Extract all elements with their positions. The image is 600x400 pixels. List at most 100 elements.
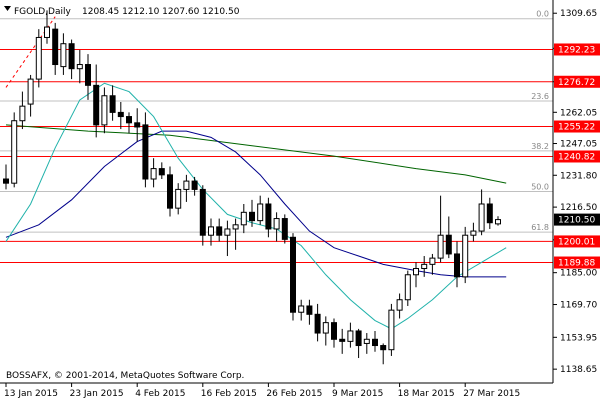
candle	[11, 112, 18, 188]
candle-body	[298, 305, 305, 313]
candle	[249, 199, 255, 227]
candle	[380, 343, 387, 365]
candle-body	[281, 218, 288, 240]
candle	[478, 189, 485, 236]
collapse-arrow-icon[interactable]	[4, 6, 11, 11]
candle-body	[470, 230, 477, 236]
candle	[93, 64, 100, 138]
candle	[27, 74, 34, 117]
candle	[404, 270, 411, 306]
candle	[257, 195, 264, 225]
fib-label: 61.8	[531, 223, 549, 232]
x-tick-label: 9 Mar 2015	[332, 389, 383, 399]
candle	[265, 197, 272, 238]
candle-body	[35, 36, 42, 80]
fib-label: 38.2	[531, 142, 549, 151]
candle	[19, 91, 26, 130]
x-tick-label: 27 Mar 2015	[463, 389, 520, 399]
candle-body	[380, 345, 387, 351]
level-badge-text: 1189.88	[558, 259, 595, 269]
candle-body	[126, 116, 132, 124]
candle-body	[372, 338, 378, 347]
candle-body	[396, 299, 403, 311]
candle-body	[495, 219, 501, 225]
level-badge-text: 1276.72	[558, 78, 595, 88]
ma-slow-line	[5, 124, 507, 184]
candle	[199, 185, 206, 246]
candle-body	[216, 226, 223, 236]
candle	[60, 33, 67, 75]
candle	[191, 176, 198, 196]
candle-body	[240, 211, 247, 226]
candle	[175, 183, 182, 215]
candle	[347, 322, 354, 348]
candle	[445, 216, 452, 259]
candle	[44, 10, 50, 44]
candle-body	[388, 309, 395, 351]
candle	[470, 222, 477, 242]
candle-body	[322, 322, 329, 334]
candle-body	[421, 263, 428, 270]
y-tick-label: 1309.65	[560, 9, 597, 19]
candle	[150, 158, 157, 188]
candle	[339, 328, 346, 354]
level-badge-box	[554, 120, 600, 133]
candle-body	[265, 203, 272, 230]
x-tick-label: 26 Feb 2015	[266, 389, 322, 399]
candle	[35, 29, 42, 88]
candle	[462, 226, 469, 284]
y-tick-label: 1153.95	[560, 333, 597, 343]
y-tick-label: 1262.05	[560, 108, 597, 118]
current-price-badge-text: 1210.50	[558, 216, 595, 226]
candle-body	[175, 188, 182, 209]
candle	[421, 256, 428, 277]
level-badge: 1240.82	[554, 150, 600, 163]
candle-body	[117, 111, 124, 118]
candle-body	[273, 218, 280, 230]
level-badge-box	[554, 43, 600, 56]
candle	[372, 330, 378, 352]
current-price-badge-box	[554, 213, 600, 226]
candle-body	[76, 64, 83, 70]
candle	[134, 108, 141, 142]
fib-label: 0.0	[536, 10, 549, 19]
x-tick-label: 4 Feb 2015	[135, 389, 185, 399]
chart-header: FGOLD,Daily 1208.45 1212.10 1207.60 1210…	[4, 6, 240, 17]
candle	[413, 262, 419, 288]
candle-body	[208, 226, 214, 236]
level-badge: 1276.72	[554, 75, 600, 88]
level-badge: 1255.22	[554, 120, 600, 133]
level-badge: 1200.01	[554, 235, 600, 248]
candle-body	[101, 95, 108, 126]
candle	[355, 328, 362, 359]
candle-body	[404, 274, 411, 301]
candle	[314, 303, 321, 342]
candle-body	[478, 203, 485, 232]
candlesticks	[3, 10, 501, 365]
candle-body	[314, 313, 321, 334]
level-badge-text: 1240.82	[558, 152, 595, 162]
axes	[0, 0, 554, 384]
candle	[454, 241, 460, 288]
candle-body	[413, 268, 419, 276]
level-badge-box	[554, 75, 600, 88]
candle	[437, 195, 444, 263]
fibonacci-levels: 0.0 23.6 38.2 50.0 61.8	[0, 10, 553, 233]
x-axis-ticks: 13 Jan 2015 23 Jan 2015 4 Feb 2015 16 Feb 2…	[4, 383, 520, 399]
candle-body	[68, 43, 75, 70]
candle-body	[224, 228, 231, 236]
candle-body	[191, 180, 198, 190]
candle-body	[257, 203, 264, 222]
fib-label: 50.0	[531, 183, 549, 192]
candle	[290, 233, 296, 321]
candle-body	[363, 338, 370, 344]
candle-body	[249, 211, 255, 222]
candle-body	[11, 120, 18, 184]
candle	[363, 333, 370, 354]
level-badge-text: 1200.01	[558, 237, 595, 247]
candle	[142, 112, 149, 188]
candle	[273, 212, 280, 242]
x-tick-label: 13 Jan 2015	[4, 389, 58, 399]
